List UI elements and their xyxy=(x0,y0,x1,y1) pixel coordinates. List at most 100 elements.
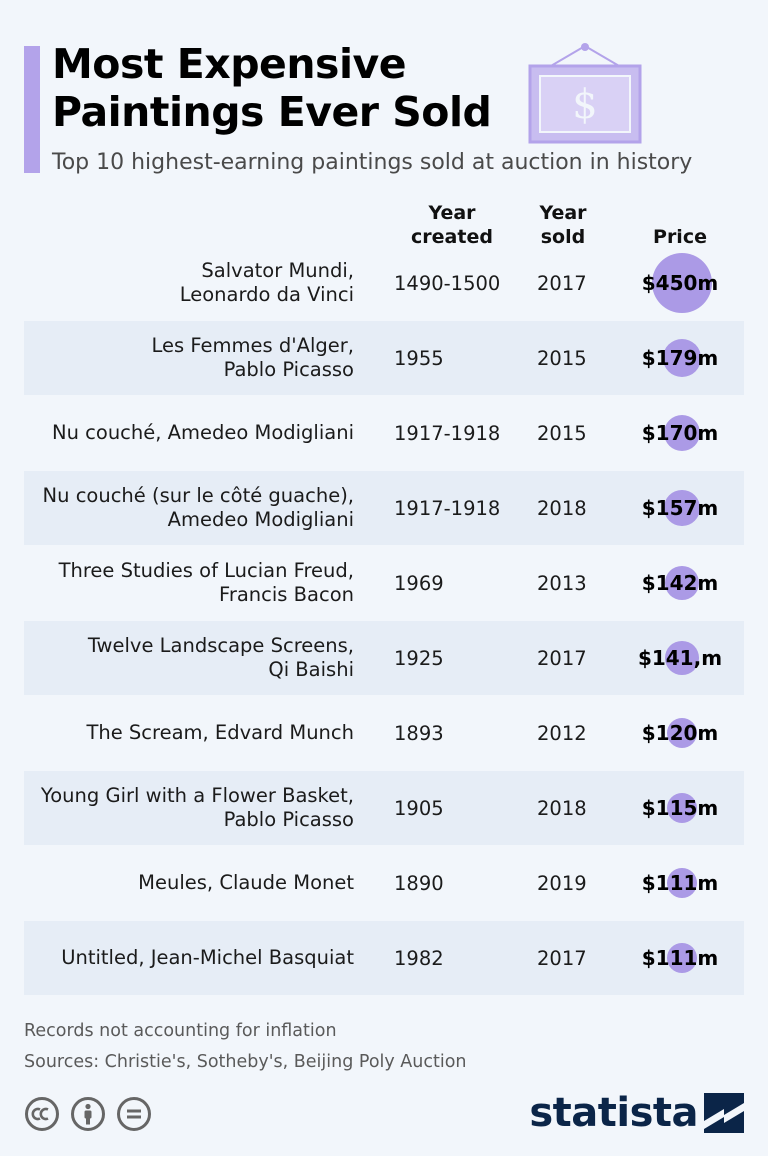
statista-logo[interactable]: statista xyxy=(529,1090,744,1136)
title-line-2: Paintings Ever Sold xyxy=(52,88,492,136)
painting-title-line: Young Girl with a Flower Basket, xyxy=(40,784,354,807)
column-header-year-sold-line1: Year xyxy=(539,202,587,224)
painting-title-line: Les Femmes d'Alger, xyxy=(151,334,354,357)
painting-name: Twelve Landscape Screens, Qi Baishi xyxy=(14,621,354,695)
year-sold: 2012 xyxy=(537,721,587,745)
table-row: The Scream, Edvard Munch 1893 2012 $120m xyxy=(24,696,744,770)
painting-artist-line: Amedeo Modigliani xyxy=(167,508,354,531)
painting-artist-line: Qi Baishi xyxy=(268,658,354,681)
painting-name: Nu couché (sur le côté guache), Amedeo Mo… xyxy=(14,471,354,545)
table-row: Les Femmes d'Alger, Pablo Picasso 1955 2015… xyxy=(24,321,744,395)
column-header-year-created: Year created xyxy=(410,201,494,249)
attribution-icon[interactable] xyxy=(70,1096,106,1132)
year-created: 1982 xyxy=(394,946,444,970)
painting-name-text: Three Studies of Lucian Freud, Francis Ba… xyxy=(59,559,354,607)
price-label: $120m xyxy=(641,721,719,745)
painting-title-line: The Scream, Edvard Munch xyxy=(86,721,354,744)
title-accent-bar xyxy=(24,46,40,173)
sources-note: Sources: Christie's, Sotheby's, Beijing … xyxy=(24,1052,467,1072)
painting-name: Nu couché, Amedeo Modigliani xyxy=(14,396,354,470)
painting-title-line: Untitled, Jean-Michel Basquiat xyxy=(61,946,354,969)
year-sold: 2018 xyxy=(537,796,587,820)
table-row: Nu couché (sur le côté guache), Amedeo Mo… xyxy=(24,471,744,545)
painting-name: Salvator Mundi, Leonardo da Vinci xyxy=(14,246,354,320)
painting-name-text: Meules, Claude Monet xyxy=(138,871,354,895)
year-sold: 2013 xyxy=(537,571,587,595)
painting-name-text: Young Girl with a Flower Basket, Pablo Pi… xyxy=(41,784,354,832)
painting-name: Meules, Claude Monet xyxy=(14,846,354,920)
painting-name-text: Untitled, Jean-Michel Basquiat xyxy=(61,946,354,970)
subtitle: Top 10 highest-earning paintings sold at… xyxy=(52,150,693,175)
table-row: Salvator Mundi, Leonardo da Vinci 1490-150… xyxy=(24,246,744,320)
price-bubble xyxy=(663,414,701,452)
painting-title-line: Salvator Mundi, xyxy=(201,259,354,282)
price-label: $111m xyxy=(641,946,719,970)
painting-name: Untitled, Jean-Michel Basquiat xyxy=(14,921,354,995)
painting-artist-line: Leonardo da Vinci xyxy=(179,283,354,306)
painting-title-line: Twelve Landscape Screens, xyxy=(87,634,354,657)
price-bubble xyxy=(665,566,699,600)
painting-name-text: The Scream, Edvard Munch xyxy=(86,721,354,745)
price-label: $179m xyxy=(641,346,719,370)
painting-name: Young Girl with a Flower Basket, Pablo Pi… xyxy=(14,771,354,845)
year-created: 1890 xyxy=(394,871,444,895)
price-label: $450m xyxy=(641,271,719,295)
year-created: 1490-1500 xyxy=(394,271,501,295)
cc-icon[interactable] xyxy=(24,1096,60,1132)
year-sold: 2017 xyxy=(537,646,587,670)
column-header-year-created-line2: created xyxy=(411,226,493,248)
price-bubble xyxy=(667,943,697,973)
year-created: 1917-1918 xyxy=(394,496,501,520)
price-label: $157m xyxy=(641,496,719,520)
price-label: $141,m xyxy=(637,646,723,670)
table-row: Untitled, Jean-Michel Basquiat 1982 2017 $1… xyxy=(24,921,744,995)
column-header-year-created-line1: Year xyxy=(428,202,476,224)
year-created: 1917-1918 xyxy=(394,421,501,445)
table-row: Twelve Landscape Screens, Qi Baishi 1925 20… xyxy=(24,621,744,695)
painting-name-text: Nu couché (sur le côté guache), Amedeo Mo… xyxy=(43,484,354,532)
price-bubble xyxy=(666,717,698,749)
painting-name-text: Twelve Landscape Screens, Qi Baishi xyxy=(88,634,354,682)
picture-frame-icon: $ xyxy=(528,43,642,144)
inflation-note: Records not accounting for inflation xyxy=(24,1021,337,1041)
year-created: 1969 xyxy=(394,571,444,595)
year-created: 1893 xyxy=(394,721,444,745)
painting-name-text: Nu couché, Amedeo Modigliani xyxy=(52,421,354,445)
year-sold: 2018 xyxy=(537,496,587,520)
year-sold: 2017 xyxy=(537,271,587,295)
table-row: Meules, Claude Monet 1890 2019 $111m xyxy=(24,846,744,920)
column-header-year-sold-line2: sold xyxy=(540,226,586,248)
painting-name-text: Les Femmes d'Alger, Pablo Picasso xyxy=(152,334,354,382)
painting-name: Les Femmes d'Alger, Pablo Picasso xyxy=(14,321,354,395)
painting-title-line: Three Studies of Lucian Freud, xyxy=(58,559,354,582)
year-sold: 2015 xyxy=(537,421,587,445)
table-row: Three Studies of Lucian Freud, Francis Ba… xyxy=(24,546,744,620)
price-label: $115m xyxy=(641,796,719,820)
brand-name: statista xyxy=(529,1090,698,1136)
year-created: 1955 xyxy=(394,346,444,370)
no-derivatives-icon[interactable] xyxy=(116,1096,152,1132)
painting-name-text: Salvator Mundi, Leonardo da Vinci xyxy=(180,259,354,307)
year-sold: 2017 xyxy=(537,946,587,970)
statista-mark-icon xyxy=(704,1093,744,1133)
painting-name: Three Studies of Lucian Freud, Francis Ba… xyxy=(14,546,354,620)
price-label: $142m xyxy=(641,571,719,595)
price-bubble xyxy=(666,792,698,824)
painting-title-line: Nu couché, Amedeo Modigliani xyxy=(52,421,354,444)
price-bubble xyxy=(664,490,700,526)
price-label: $170m xyxy=(641,421,719,445)
price-bubble xyxy=(665,641,699,675)
title-line-1: Most Expensive xyxy=(52,40,407,88)
price-bubble xyxy=(652,253,712,313)
frame-symbol: $ xyxy=(572,82,597,128)
year-created: 1925 xyxy=(394,646,444,670)
painting-artist-line: Pablo Picasso xyxy=(223,808,354,831)
painting-artist-line: Francis Bacon xyxy=(219,583,354,606)
painting-title-line: Meules, Claude Monet xyxy=(138,871,354,894)
license-icons xyxy=(24,1096,152,1132)
column-header-year-sold: Year sold xyxy=(528,201,598,249)
painting-name: The Scream, Edvard Munch xyxy=(14,696,354,770)
price-bubble xyxy=(667,868,697,898)
price-bubble xyxy=(663,339,701,377)
year-sold: 2015 xyxy=(537,346,587,370)
